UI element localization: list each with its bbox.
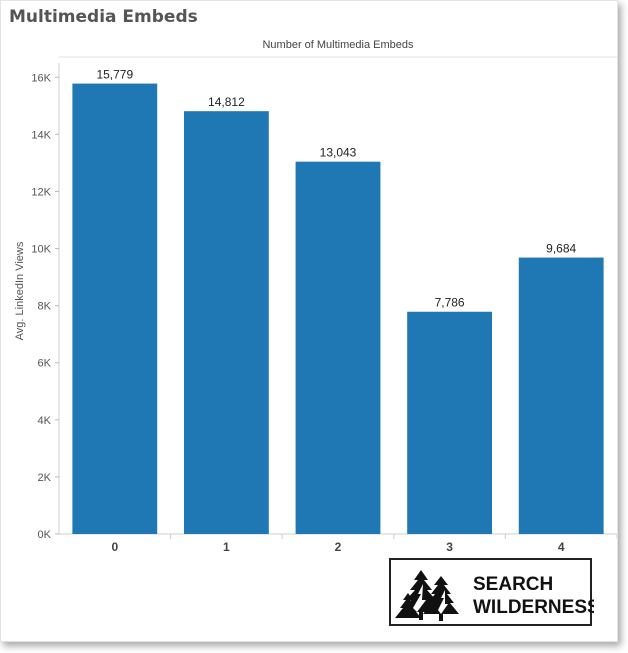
bar-4 — [518, 257, 604, 534]
data-label-0: 15,779 — [96, 68, 133, 82]
logo-line-2: WILDERNESS — [473, 597, 594, 618]
data-label-2: 13,043 — [320, 146, 357, 160]
bars — [72, 83, 604, 535]
x-tick-label: 1 — [223, 540, 230, 554]
y-axis: 0K 2K 4K 6K 8K 10K 12K 14K 16K — [31, 72, 59, 541]
search-wilderness-logo: SEARCH WILDERNESS — [389, 558, 594, 626]
y-tick-label: 12K — [31, 186, 51, 198]
bar-0 — [72, 83, 158, 535]
page-title: Multimedia Embeds — [9, 7, 198, 27]
y-tick-label: 0K — [38, 529, 52, 541]
y-tick-label: 10K — [31, 244, 51, 256]
bar-1 — [183, 111, 269, 535]
chart-frame: Multimedia Embeds Number of Multimedia E… — [0, 0, 618, 642]
data-label-3: 7,786 — [435, 296, 465, 310]
y-tick-label: 16K — [31, 72, 51, 84]
logo-line-1: SEARCH — [473, 574, 553, 595]
chart-title: Number of Multimedia Embeds — [262, 39, 414, 51]
data-label-4: 9,684 — [546, 242, 576, 256]
y-tick-label: 2K — [38, 472, 52, 484]
y-tick-label: 14K — [31, 129, 51, 141]
y-axis-label: Avg. LinkedIn Views — [14, 241, 26, 340]
x-tick-label: 2 — [335, 540, 342, 554]
bar-3 — [407, 311, 493, 534]
x-axis: 0 1 2 3 4 — [111, 534, 617, 554]
data-labels: 15,779 14,812 13,043 7,786 9,684 — [96, 68, 576, 310]
y-tick-label: 6K — [38, 358, 52, 370]
y-tick-label: 8K — [38, 301, 52, 313]
data-label-1: 14,812 — [208, 95, 245, 109]
y-tick-label: 4K — [38, 415, 52, 427]
x-tick-label: 0 — [111, 540, 118, 554]
x-tick-label: 4 — [558, 540, 565, 554]
bar-chart: Number of Multimedia Embeds Avg. LinkedI… — [14, 39, 617, 554]
bar-2 — [295, 161, 381, 534]
x-tick-label: 3 — [446, 540, 453, 554]
pine-trees-icon: SEARCH WILDERNESS — [395, 570, 594, 621]
